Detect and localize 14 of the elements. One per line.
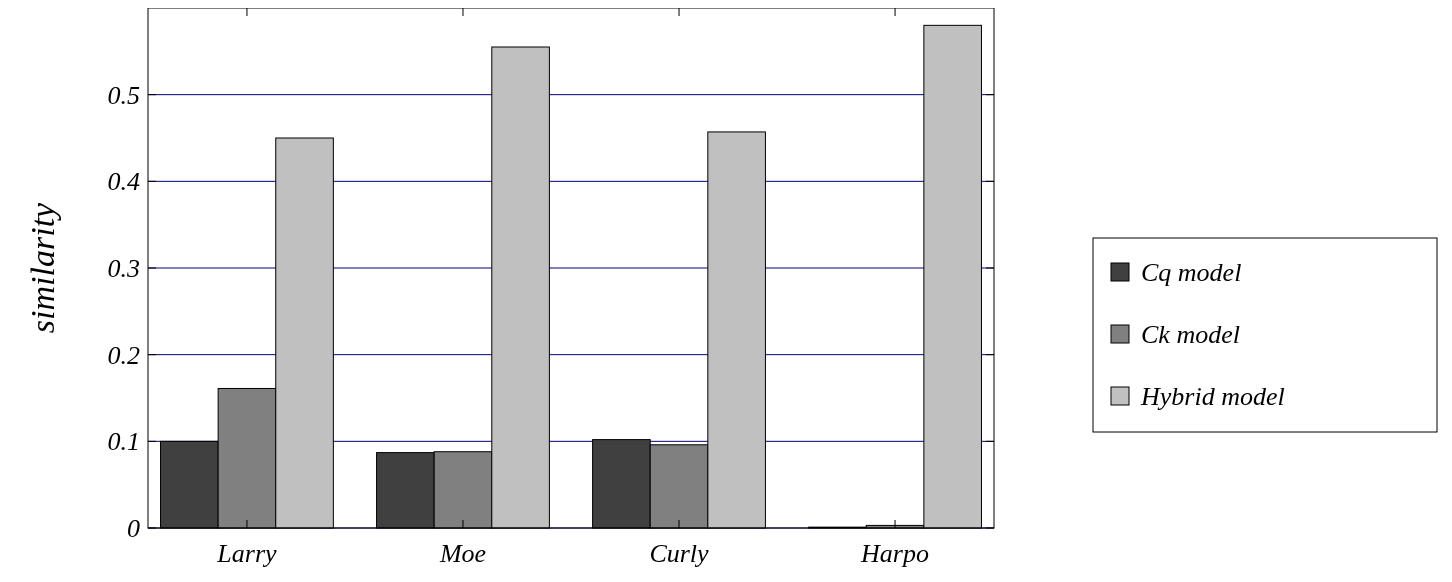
legend-label: Ck model [1141, 320, 1240, 350]
y-tick-label: 0.2 [107, 340, 140, 370]
y-tick-label: 0.3 [107, 254, 140, 284]
x-tick-label: Larry [216, 539, 278, 568]
y-tick-label: 0.4 [107, 167, 140, 197]
legend-label: Cq model [1141, 258, 1242, 288]
y-axis-title: similarity [24, 201, 61, 334]
x-tick-label: Curly [649, 539, 710, 568]
x-tick-label: Harpo [860, 539, 930, 568]
y-tick-label: 0 [127, 514, 140, 544]
x-tick-label: Moe [438, 539, 487, 568]
legend-label: Hybrid model [1140, 382, 1285, 412]
y-tick-label: 0.1 [107, 427, 140, 457]
y-tick-label: 0.5 [107, 80, 140, 110]
